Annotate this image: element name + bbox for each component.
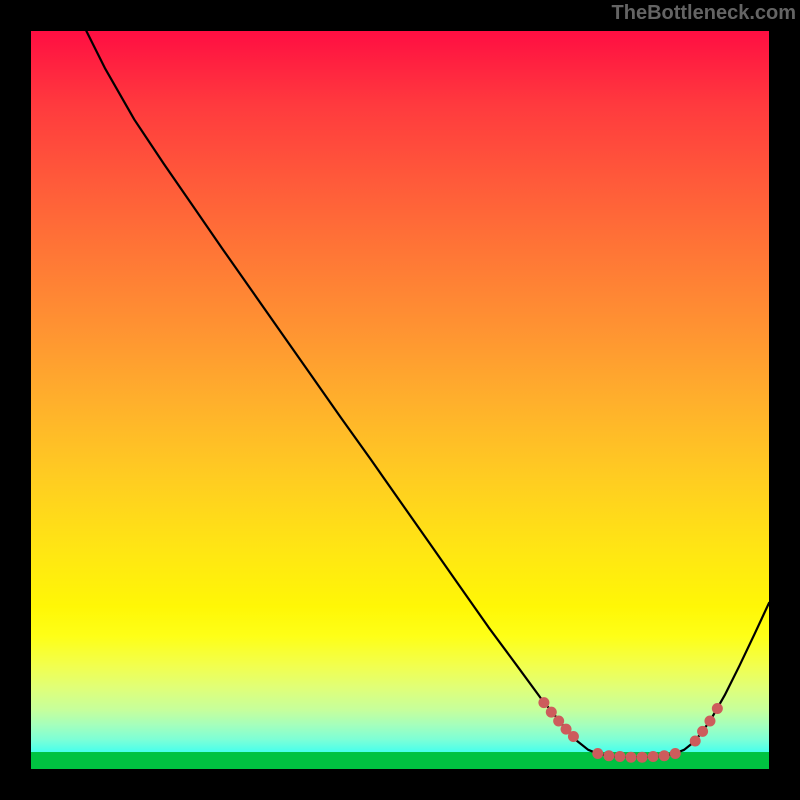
chart-container: TheBottleneck.com (0, 0, 800, 800)
watermark-text: TheBottleneck.com (612, 2, 796, 25)
bottleneck-chart (0, 0, 800, 800)
